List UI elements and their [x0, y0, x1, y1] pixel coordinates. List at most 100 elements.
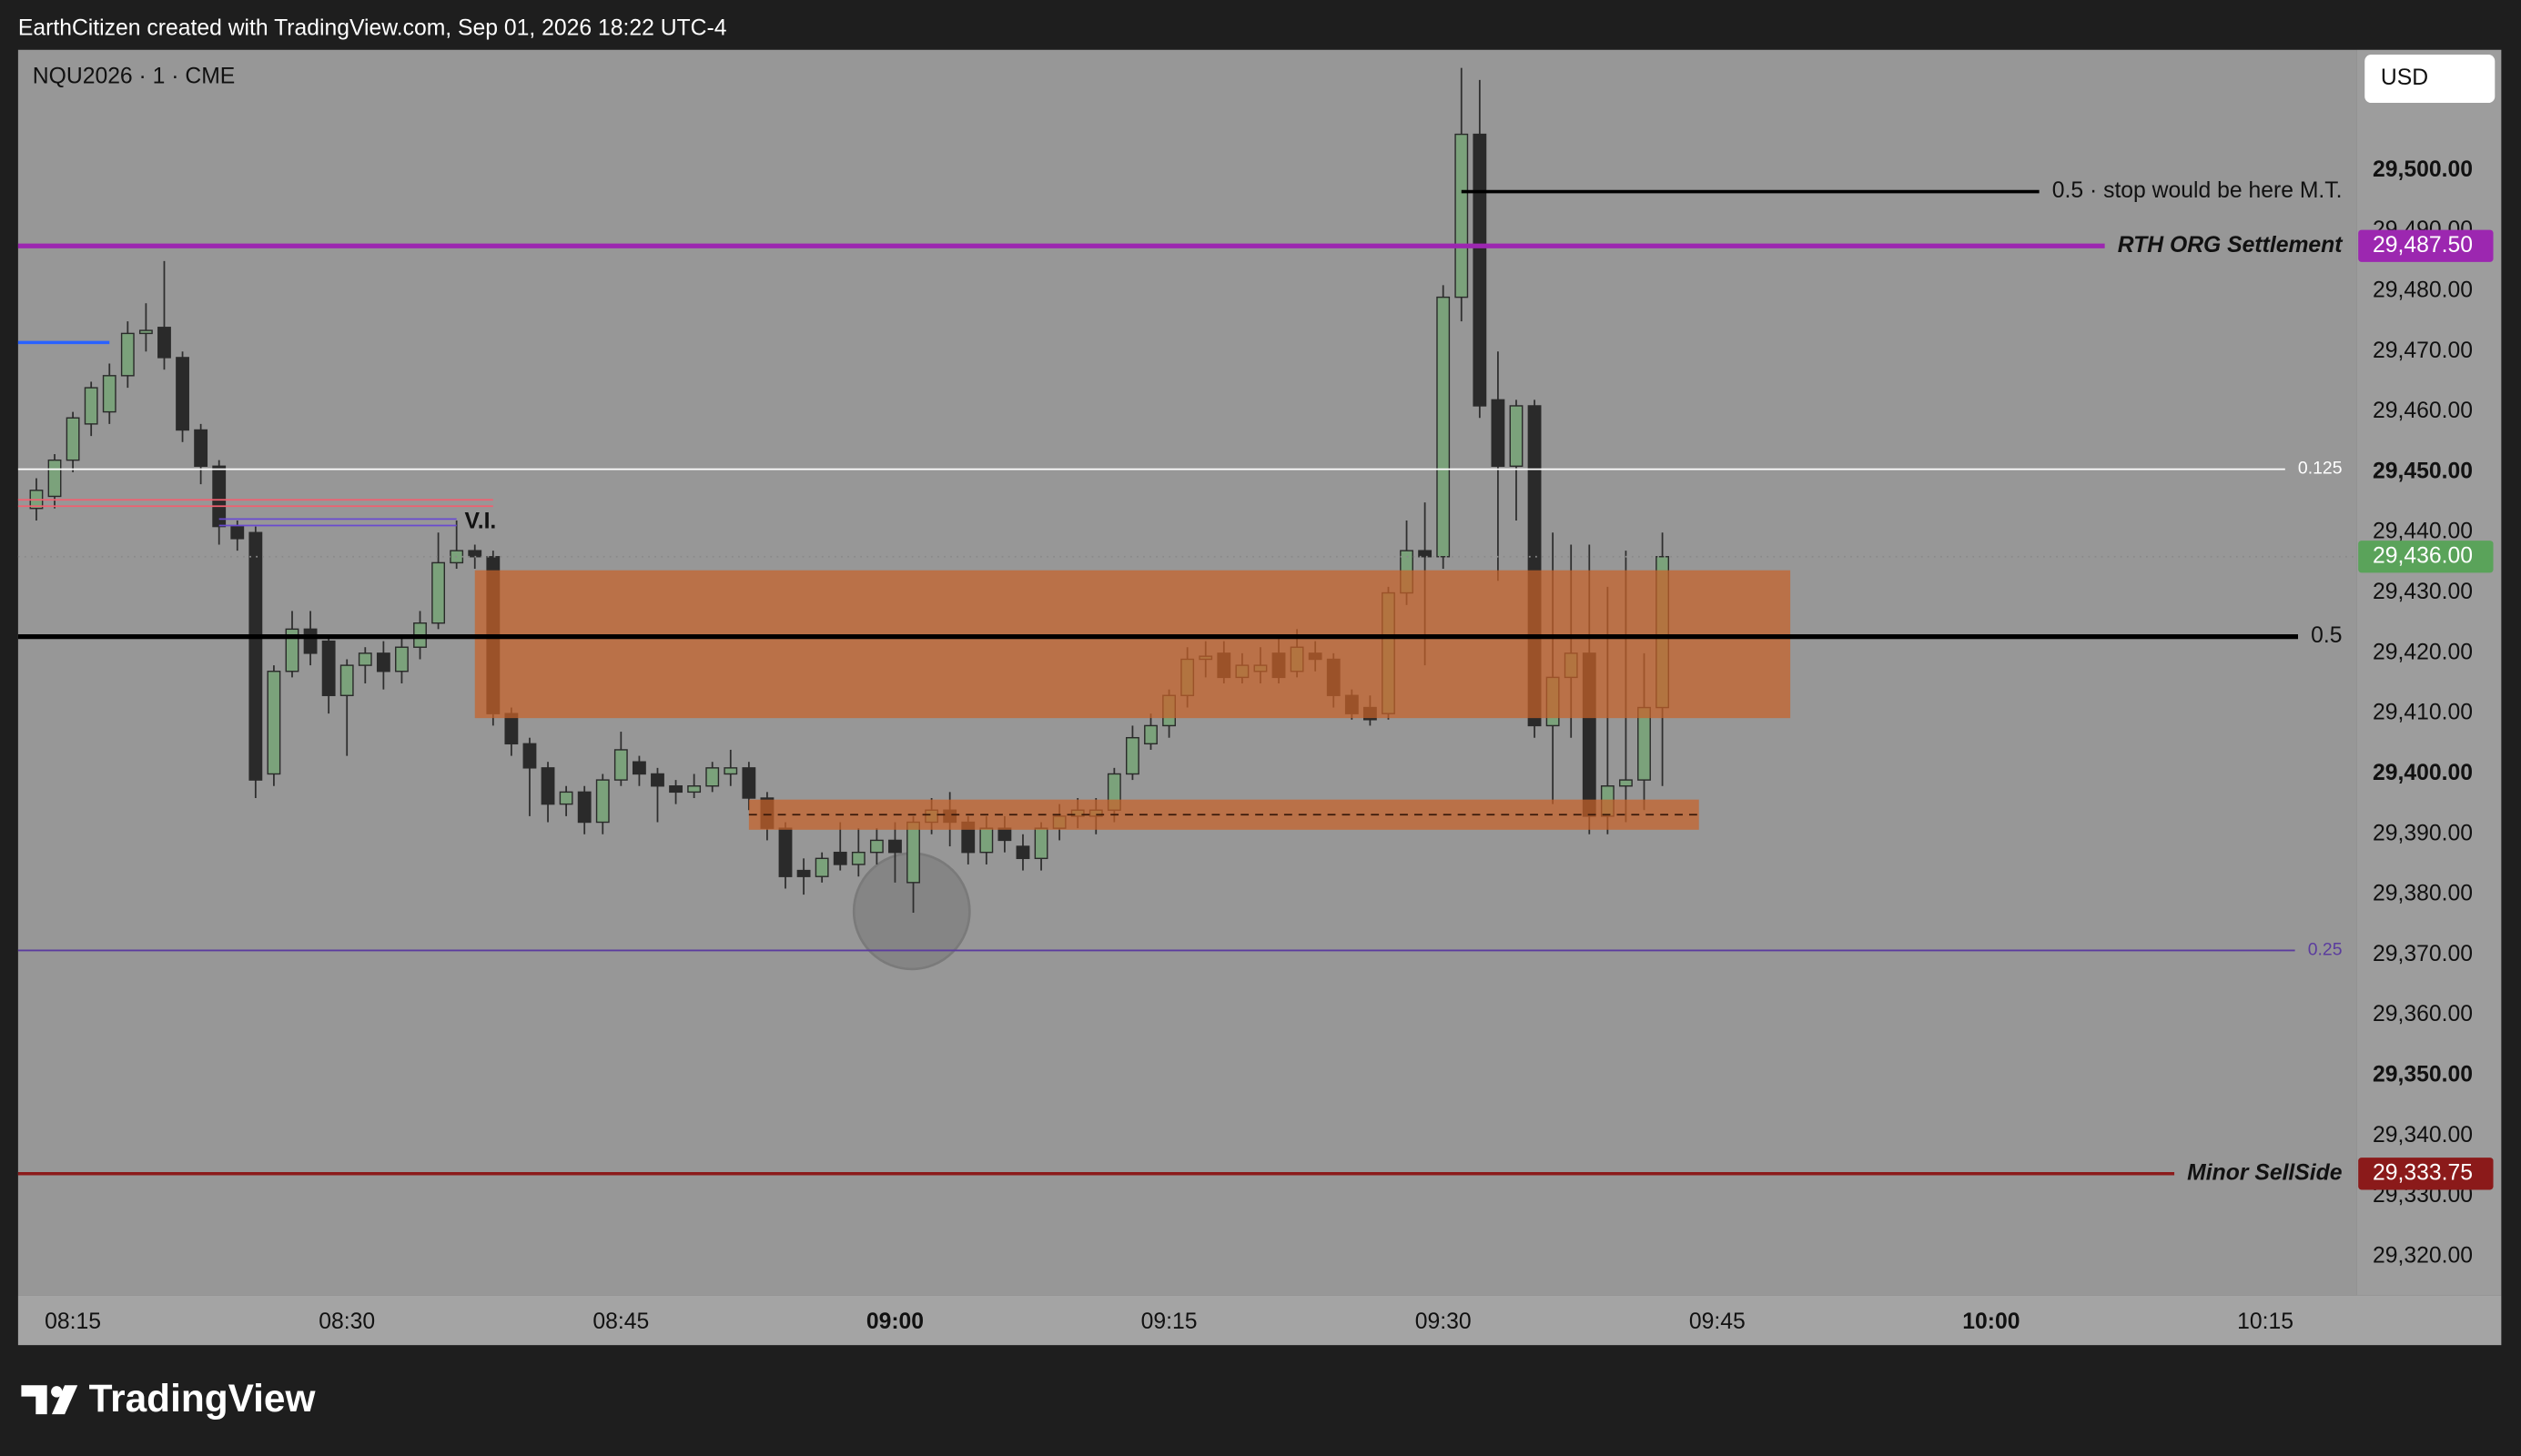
level-label: 0.125 [2298, 459, 2343, 479]
candle-body [303, 628, 318, 654]
candle-body [906, 821, 920, 884]
y-tick-label: 29,420.00 [2373, 640, 2473, 664]
candle-body [248, 531, 263, 781]
candle-body [1454, 133, 1469, 298]
candle-body [431, 561, 446, 624]
candle-body [669, 785, 683, 794]
level-label: 0.25 [2308, 940, 2343, 960]
x-tick-label: 10:15 [2237, 1309, 2293, 1334]
y-tick-label: 29,390.00 [2373, 821, 2473, 845]
x-tick-label: 09:45 [1689, 1309, 1746, 1334]
level-label: 0.5 [2311, 623, 2342, 648]
candle-body [595, 779, 610, 824]
candle-body [997, 827, 1012, 842]
candle-body [194, 429, 208, 467]
candle-body [778, 827, 793, 877]
level-badge [2358, 1158, 2494, 1190]
logo-bar [21, 1385, 47, 1415]
x-tick-label: 10:00 [1962, 1309, 2020, 1334]
candle-body [1144, 724, 1158, 745]
candle-body [1619, 779, 1633, 787]
y-tick-label: 29,340.00 [2373, 1123, 2473, 1148]
logo-slash [51, 1385, 78, 1415]
y-tick-label: 29,500.00 [2373, 157, 2473, 182]
candle-body [1126, 736, 1139, 775]
candle-body [395, 646, 409, 672]
candle-body [742, 767, 756, 799]
level-badge-label: 29,333.75 [2373, 1160, 2473, 1185]
level-badge-label: 29,487.50 [2373, 233, 2473, 258]
header: EarthCitizen created with TradingView.co… [18, 15, 727, 40]
y-tick-label: 29,350.00 [2373, 1063, 2473, 1087]
x-tick-label: 08:45 [592, 1309, 649, 1334]
level-label: Minor SellSide [2187, 1160, 2343, 1185]
candle-body [66, 417, 80, 461]
candle-body [321, 640, 336, 696]
candle-body [869, 839, 884, 854]
candle-body [176, 357, 189, 431]
candle-body [815, 857, 829, 877]
candle-body [687, 785, 702, 794]
candle-body [1436, 296, 1451, 558]
x-tick-label: 09:30 [1415, 1309, 1472, 1334]
x-tick-label: 09:00 [866, 1309, 924, 1334]
last-price-badge [2358, 541, 2494, 573]
y-tick-label: 29,370.00 [2373, 942, 2473, 966]
candle-body [230, 525, 245, 540]
candle-body [705, 767, 720, 787]
candle-body [851, 851, 866, 865]
candle-body [157, 327, 171, 359]
currency-box[interactable] [2364, 55, 2496, 104]
brand: TradingView [89, 1377, 317, 1420]
candle-body [1418, 550, 1433, 558]
currency[interactable]: USD [2381, 66, 2428, 90]
candle-body [522, 743, 537, 769]
candle-body [212, 465, 227, 528]
candle-body [285, 628, 299, 672]
candle-body [559, 791, 573, 805]
candle-body [84, 387, 98, 425]
candle-body [833, 851, 847, 865]
candle-body [267, 671, 281, 775]
level-label: V.I. [464, 509, 496, 533]
y-tick-label: 29,450.00 [2373, 459, 2473, 483]
symbol: NQU2026 · 1 · CME [33, 64, 236, 88]
zone [474, 570, 1791, 719]
candle-body [577, 791, 592, 824]
candle-body [138, 329, 153, 335]
x-tick-label: 09:15 [1141, 1309, 1198, 1334]
last-price-label: 29,436.00 [2373, 543, 2473, 568]
logo-dot [51, 1386, 63, 1398]
level-badge [2358, 229, 2494, 262]
y-tick-label: 29,360.00 [2373, 1002, 2473, 1026]
y-tick-label: 29,480.00 [2373, 278, 2473, 303]
candle-body [468, 550, 482, 558]
y-tick-label: 29,320.00 [2373, 1243, 2473, 1268]
y-tick-label: 29,380.00 [2373, 882, 2473, 906]
candle-body [724, 767, 738, 775]
level-label: RTH ORG Settlement [2118, 233, 2344, 258]
candle-body [1016, 845, 1030, 860]
candle-body [979, 827, 994, 854]
x-tick-label: 08:15 [45, 1309, 101, 1334]
zone [748, 799, 1699, 830]
candle-body [541, 767, 555, 805]
candle-body [888, 839, 902, 854]
candle-body [613, 749, 628, 781]
candle-body [376, 652, 390, 672]
candle-body [796, 869, 811, 877]
y-tick-label: 29,410.00 [2373, 701, 2473, 725]
candle-body [1637, 706, 1651, 781]
candle-body [358, 652, 372, 666]
candle-body [1509, 405, 1524, 467]
time-axis [17, 1295, 2502, 1346]
candle-body [47, 459, 62, 498]
x-tick-label: 08:30 [319, 1309, 375, 1334]
brand-logo [21, 1385, 78, 1415]
candle-body [102, 375, 116, 413]
y-tick-label: 29,440.00 [2373, 520, 2473, 544]
candle-body [632, 761, 646, 775]
candle-body [504, 713, 519, 745]
